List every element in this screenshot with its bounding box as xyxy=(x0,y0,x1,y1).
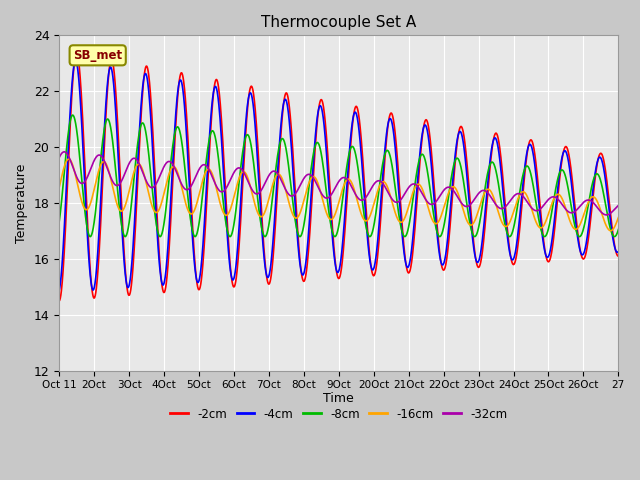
Y-axis label: Temperature: Temperature xyxy=(15,163,28,243)
Text: SB_met: SB_met xyxy=(73,49,122,62)
Title: Thermocouple Set A: Thermocouple Set A xyxy=(261,15,417,30)
X-axis label: Time: Time xyxy=(323,392,354,405)
Legend: -2cm, -4cm, -8cm, -16cm, -32cm: -2cm, -4cm, -8cm, -16cm, -32cm xyxy=(166,403,512,425)
